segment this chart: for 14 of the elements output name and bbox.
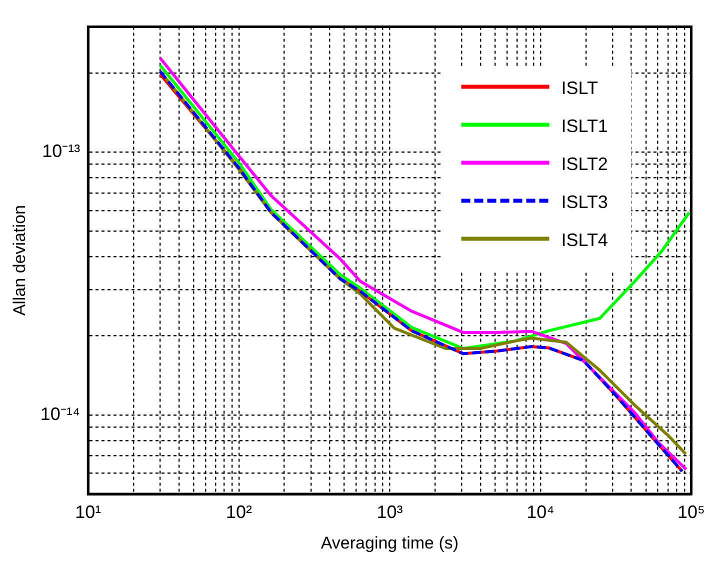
x-tick-label: 10¹ (75, 502, 102, 522)
legend-label: ISLT3 (561, 192, 608, 212)
y-axis-title: Allan deviation (10, 205, 29, 316)
legend-label: ISLT1 (561, 116, 608, 136)
legend-label: ISLT4 (561, 230, 608, 250)
x-tick-label: 10⁴ (526, 502, 554, 522)
x-tick-label: 10² (226, 502, 252, 522)
y-tick-label: 10⁻¹⁴ (40, 404, 80, 424)
legend-label: ISLT (561, 78, 598, 98)
x-tick-label: 10³ (376, 502, 403, 522)
y-tick-label: 10⁻¹³ (42, 141, 80, 162)
x-tick-label: 10⁵ (678, 502, 705, 522)
legend-label: ISLT2 (561, 154, 608, 174)
x-axis-title: Averaging time (s) (320, 533, 459, 552)
